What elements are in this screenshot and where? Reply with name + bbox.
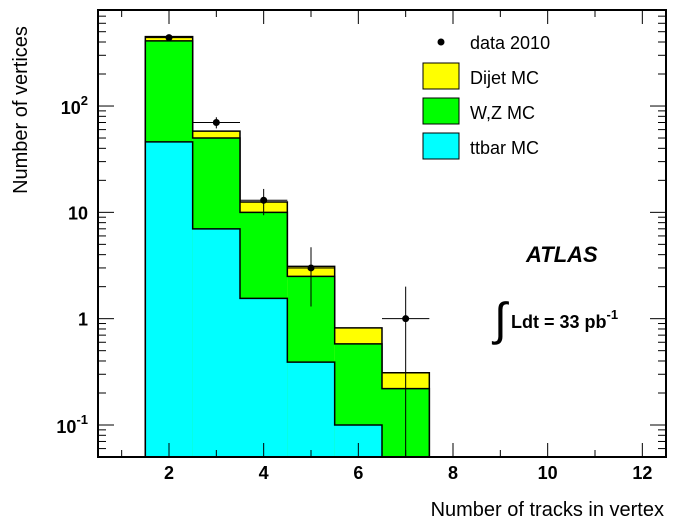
legend-label: W,Z MC xyxy=(470,103,535,123)
data-marker xyxy=(307,264,315,272)
y-axis-title: Number of vertices xyxy=(10,26,32,194)
y-tick-label: 102 xyxy=(61,93,88,118)
series-ttbar-mc xyxy=(144,141,430,458)
x-tick-label: 6 xyxy=(353,463,363,483)
svg-text:Ldt = 33 pb-1: Ldt = 33 pb-1 xyxy=(511,307,618,332)
y-tick-label: 1 xyxy=(78,310,88,330)
tick-labels: 2 4 6 8 10 12 10-1 1 10 102 xyxy=(56,93,652,483)
plot-frame xyxy=(97,9,667,458)
legend-item: data 2010 xyxy=(437,33,550,53)
legend-item: ttbar MC xyxy=(422,132,539,160)
legend-item: W,Z MC xyxy=(422,97,535,125)
legend-swatch xyxy=(422,132,460,160)
x-tick-label: 12 xyxy=(632,463,652,483)
luminosity-label: ∫ Ldt = 33 pb-1 xyxy=(491,293,618,345)
integral-symbol: ∫ xyxy=(491,293,509,345)
x-tick-label: 8 xyxy=(448,463,458,483)
data-point xyxy=(145,34,193,42)
data-marker xyxy=(402,315,410,323)
histogram-bar xyxy=(287,362,335,457)
histogram-outline xyxy=(144,141,430,458)
y-tick-label: 10 xyxy=(68,203,88,223)
histogram-bar xyxy=(145,141,193,457)
data-point xyxy=(240,188,288,216)
data-marker xyxy=(212,118,220,126)
luminosity-exponent: -1 xyxy=(607,307,619,322)
axis-ticks xyxy=(98,9,666,458)
histogram-outline xyxy=(144,40,431,457)
histogram-bars xyxy=(144,35,431,458)
x-tick-label: 2 xyxy=(164,463,174,483)
x-axis-title: Number of tracks in vertex xyxy=(431,499,664,521)
data-point xyxy=(382,286,430,457)
legend-item: Dijet MC xyxy=(422,62,539,90)
legend-swatch xyxy=(422,62,460,90)
legend-label: Dijet MC xyxy=(470,68,539,88)
histogram-bar xyxy=(192,228,240,457)
legend-swatch xyxy=(422,97,460,125)
histogram-bar xyxy=(240,298,288,457)
legend-label: ttbar MC xyxy=(470,138,539,158)
data-point xyxy=(192,117,240,129)
experiment-label: ATLAS xyxy=(525,242,598,267)
x-tick-label: 4 xyxy=(259,463,269,483)
legend: data 2010 Dijet MC W,Z MC ttbar MC xyxy=(422,33,550,160)
data-marker xyxy=(165,34,173,42)
y-tick-label: 10-1 xyxy=(56,412,88,437)
data-points xyxy=(145,34,430,457)
x-tick-label: 10 xyxy=(538,463,558,483)
legend-label: data 2010 xyxy=(470,33,550,53)
luminosity-text: Ldt = 33 pb xyxy=(511,312,607,332)
data-point xyxy=(287,247,335,307)
legend-marker xyxy=(437,38,445,46)
data-marker xyxy=(260,196,268,204)
